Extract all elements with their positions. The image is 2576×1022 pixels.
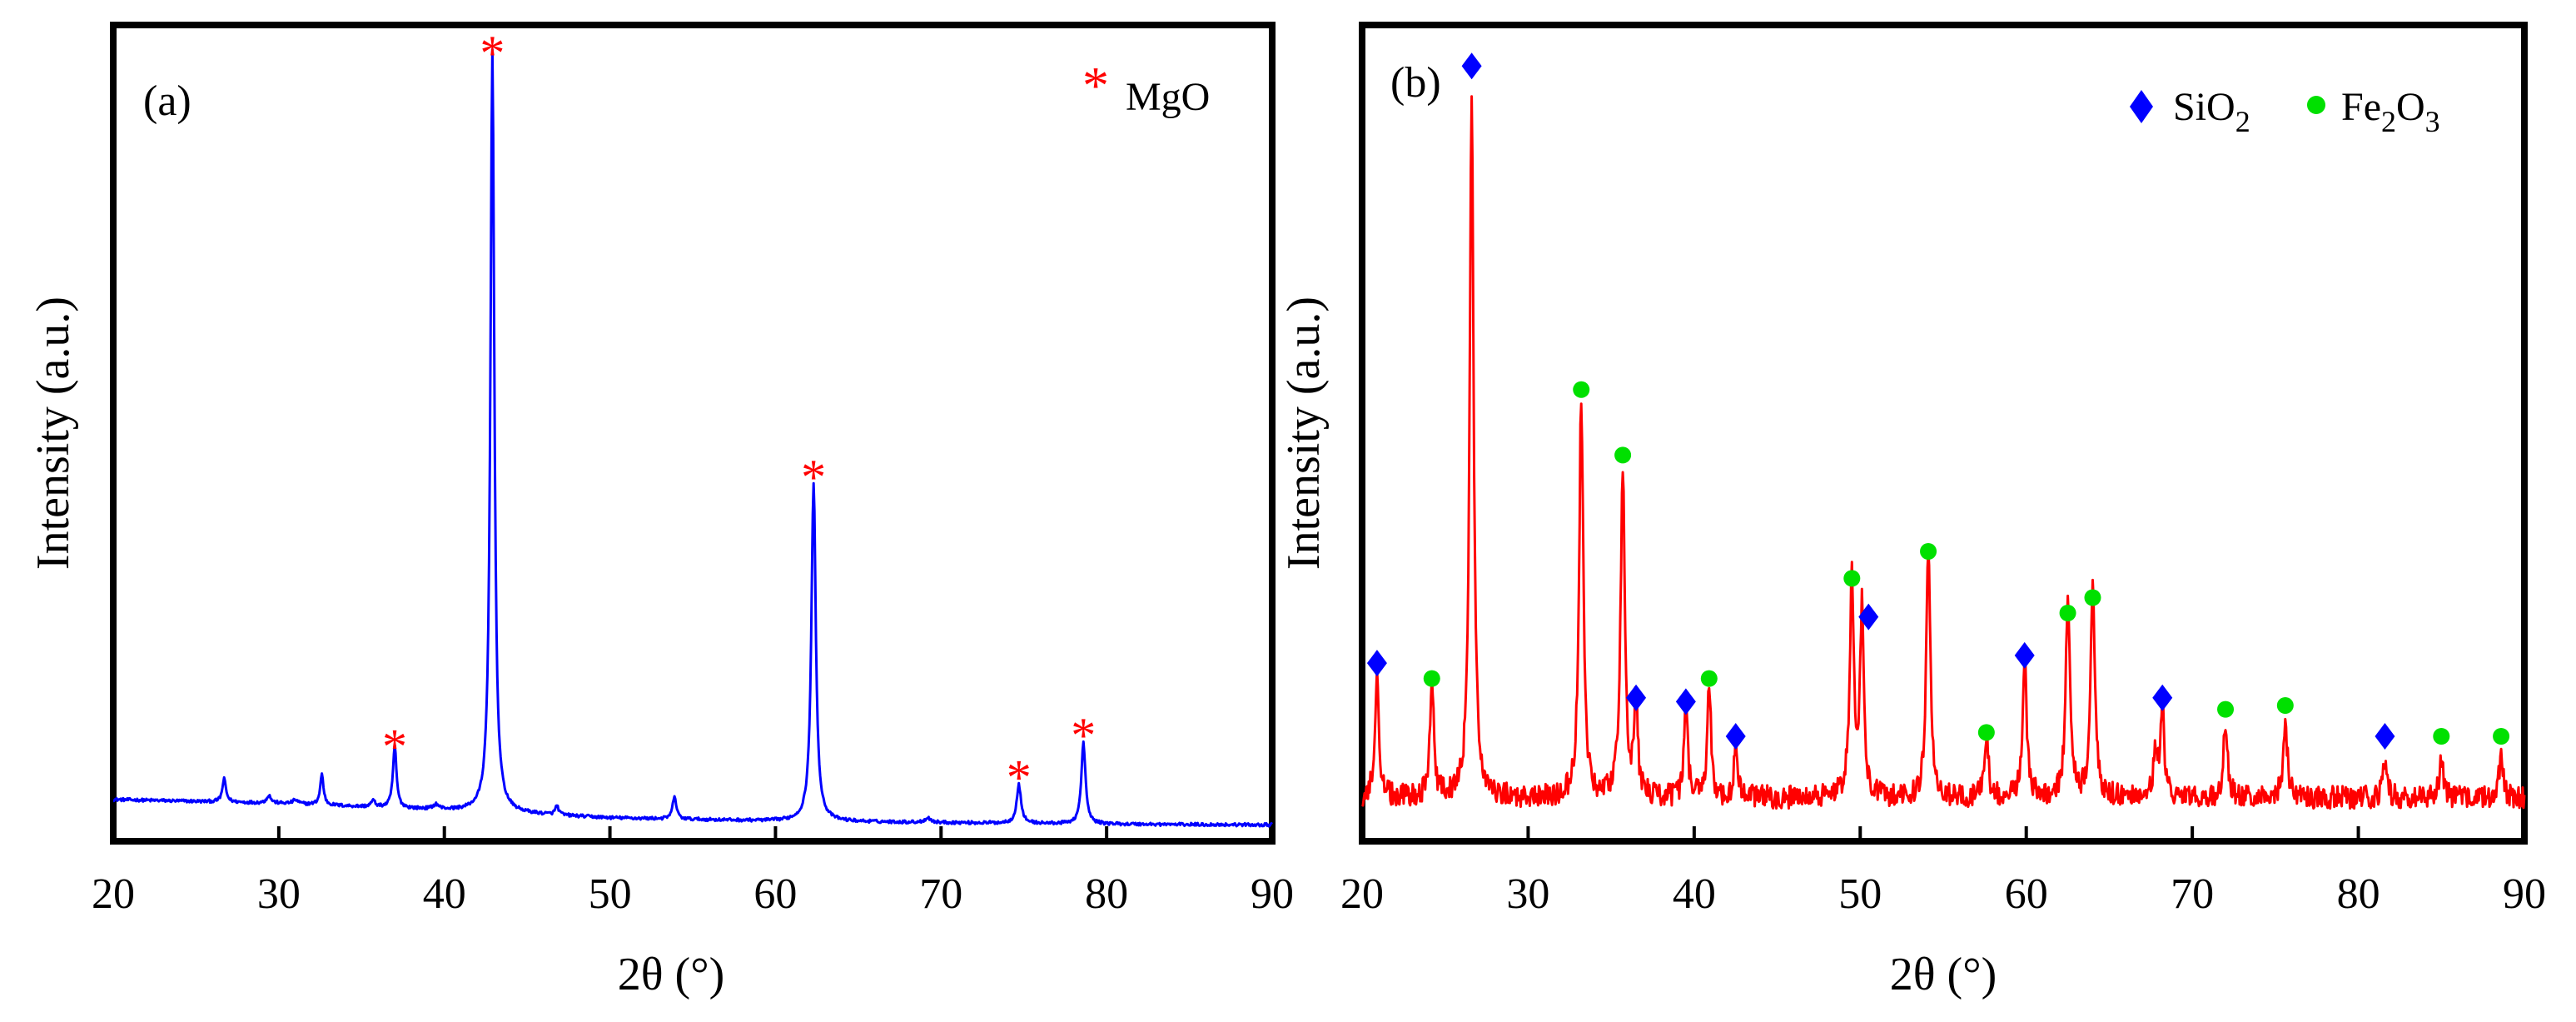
y-axis-title-b: Intensity (a.u.) — [1278, 297, 1330, 570]
marker-diamond-b-5 — [1626, 684, 1647, 711]
x-tick-label-a-80: 80 — [1085, 870, 1128, 918]
marker-diamond-b-19 — [2375, 723, 2395, 750]
marker-circle-b-15 — [2084, 589, 2101, 606]
marker-circle-b-11 — [1920, 543, 1937, 560]
data-layer-a: * * * * * — [112, 26, 1274, 828]
legend-label-sio2: SiO2 — [2173, 85, 2250, 138]
legend-asterisk-icon: * — [1082, 56, 1109, 115]
x-tick-label-b-80: 80 — [2337, 870, 2380, 918]
marker-diamond-b-2 — [1461, 52, 1482, 80]
marker-circle-b-20 — [2433, 728, 2450, 745]
panel-a: * * * * * 20 30 40 50 60 70 80 90 (a) Intensity (a.… — [27, 22, 1294, 1000]
legend-label-mgo: MgO — [1126, 75, 1210, 119]
marker-asterisk-a-0: * — [382, 720, 407, 775]
x-tick-label-a-40: 40 — [423, 870, 466, 918]
marker-circle-b-14 — [2059, 605, 2076, 621]
series-line-a-0 — [112, 47, 1274, 828]
x-tick-label-b-40: 40 — [1673, 870, 1716, 918]
marker-asterisk-a-3: * — [1007, 750, 1032, 805]
marker-diamond-b-6 — [1675, 688, 1696, 715]
marker-circle-b-4 — [1614, 446, 1632, 464]
panel-label-b: (b) — [1390, 59, 1441, 107]
x-tick-label-b-70: 70 — [2171, 870, 2214, 918]
marker-diamond-b-13 — [2014, 641, 2035, 669]
marker-diamond-b-8 — [1725, 723, 1746, 750]
x-tick-label-a-50: 50 — [589, 870, 632, 918]
marker-circle-b-3 — [1573, 381, 1590, 398]
panel-b: 20 30 40 50 60 70 80 90 (b) Intensity (a.u.) 2θ… — [1278, 22, 2546, 1000]
marker-circle-b-1 — [1423, 670, 1440, 687]
y-axis-title-a: Intensity (a.u.) — [27, 297, 79, 570]
marker-circle-b-21 — [2493, 728, 2510, 745]
marker-circle-b-18 — [2276, 697, 2294, 714]
marker-asterisk-a-4: * — [1071, 708, 1096, 763]
legend-diamond-icon — [2130, 90, 2153, 123]
x-tick-label-b-60: 60 — [2005, 870, 2048, 918]
marker-circle-b-7 — [1700, 670, 1718, 687]
legend-circle-icon — [2307, 96, 2325, 114]
x-ticks-a: 20 30 40 50 60 70 80 90 — [92, 826, 1294, 918]
marker-circle-b-12 — [1977, 724, 1995, 741]
marker-asterisk-a-2: * — [801, 450, 826, 505]
x-tick-label-b-20: 20 — [1340, 870, 1384, 918]
x-tick-label-a-60: 60 — [753, 870, 797, 918]
marker-diamond-b-0 — [1366, 650, 1387, 677]
marker-asterisk-a-1: * — [480, 26, 505, 81]
legend-label-fe2o3: Fe2O3 — [2341, 85, 2440, 138]
x-ticks-b: 20 30 40 50 60 70 80 90 — [1340, 826, 2546, 918]
x-tick-label-a-70: 70 — [919, 870, 962, 918]
x-tick-label-b-50: 50 — [1838, 870, 1882, 918]
marker-circle-b-17 — [2217, 700, 2235, 718]
plot-frame-a — [110, 22, 1276, 845]
marker-diamond-b-16 — [2152, 684, 2173, 711]
x-axis-title-a: 2θ (°) — [618, 949, 725, 1000]
x-tick-label-a-20: 20 — [92, 870, 135, 918]
panel-label-a: (a) — [143, 77, 191, 125]
series-line-b-0 — [1360, 95, 2526, 810]
plot-frame-b — [1359, 22, 2528, 845]
marker-diamond-b-10 — [1858, 603, 1879, 631]
x-axis-title-b: 2θ (°) — [1890, 949, 1997, 1000]
legend-a: * MgO — [1082, 56, 1210, 119]
x-tick-label-a-30: 30 — [257, 870, 301, 918]
legend-b: SiO2 Fe2O3 — [2130, 85, 2440, 138]
marker-circle-b-9 — [1843, 570, 1861, 587]
x-tick-label-b-30: 30 — [1506, 870, 1549, 918]
x-tick-label-b-90: 90 — [2503, 870, 2546, 918]
x-tick-label-a-90: 90 — [1251, 870, 1294, 918]
data-layer-b — [1360, 52, 2526, 810]
